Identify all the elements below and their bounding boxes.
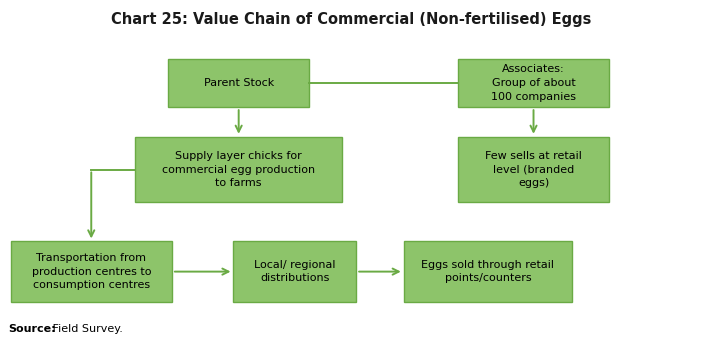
FancyBboxPatch shape <box>458 137 609 202</box>
Text: Chart 25: Value Chain of Commercial (Non-fertilised) Eggs: Chart 25: Value Chain of Commercial (Non… <box>111 12 591 27</box>
Text: Parent Stock: Parent Stock <box>204 78 274 88</box>
Text: Transportation from
production centres to
consumption centres: Transportation from production centres t… <box>32 253 151 290</box>
Text: Local/ regional
distributions: Local/ regional distributions <box>254 260 336 283</box>
Text: Few sells at retail
level (branded
eggs): Few sells at retail level (branded eggs) <box>485 151 582 188</box>
FancyBboxPatch shape <box>458 59 609 107</box>
FancyBboxPatch shape <box>11 242 172 302</box>
FancyBboxPatch shape <box>135 137 343 202</box>
Text: Supply layer chicks for
commercial egg production
to farms: Supply layer chicks for commercial egg p… <box>162 151 315 188</box>
Text: Field Survey.: Field Survey. <box>49 324 123 334</box>
FancyBboxPatch shape <box>404 242 572 302</box>
Text: Eggs sold through retail
points/counters: Eggs sold through retail points/counters <box>421 260 555 283</box>
Text: Associates:
Group of about
100 companies: Associates: Group of about 100 companies <box>491 64 576 102</box>
Text: Source:: Source: <box>8 324 56 334</box>
FancyBboxPatch shape <box>168 59 309 107</box>
FancyBboxPatch shape <box>234 242 357 302</box>
